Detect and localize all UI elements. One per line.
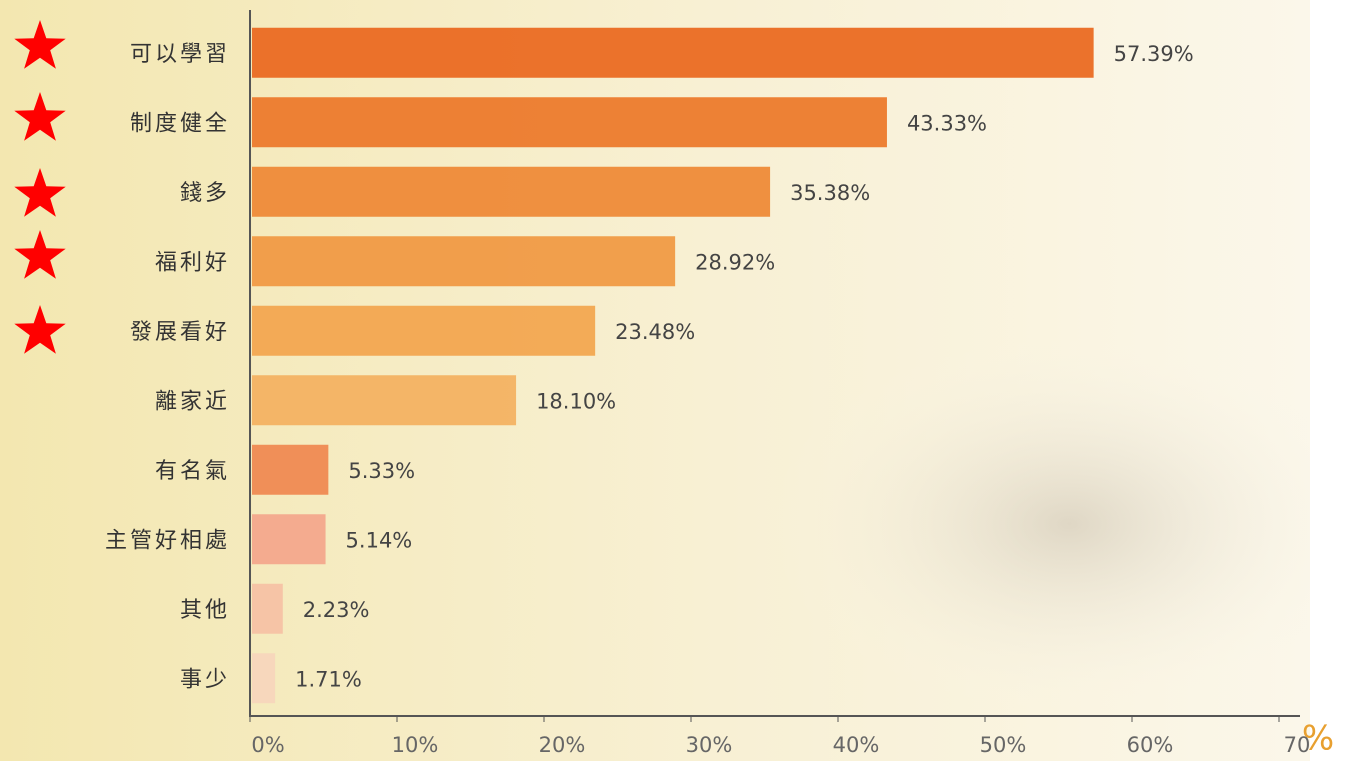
value-label: 18.10%	[536, 389, 616, 413]
bar	[252, 306, 595, 356]
value-label: 57.39%	[1114, 42, 1194, 66]
x-tick-label: 20%	[539, 733, 586, 757]
bar	[252, 167, 770, 217]
value-label: 2.23%	[303, 598, 370, 622]
category-label: 福利好	[155, 250, 230, 275]
value-label: 35.38%	[790, 181, 870, 205]
bar	[252, 514, 326, 564]
category-label: 有名氣	[155, 459, 230, 484]
value-label: 5.14%	[346, 528, 413, 552]
bar	[252, 28, 1094, 78]
bar	[252, 445, 328, 495]
value-label: 5.33%	[348, 459, 415, 483]
bar	[252, 97, 887, 147]
x-tick-label: 70	[1284, 733, 1311, 757]
category-label: 發展看好	[130, 320, 230, 345]
x-tick-label: 40%	[833, 733, 880, 757]
value-label: 28.92%	[695, 250, 775, 274]
bar	[252, 236, 675, 286]
category-label: 其他	[180, 598, 230, 623]
category-label: 主管好相處	[105, 528, 230, 553]
x-tick-label: 50%	[980, 733, 1027, 757]
x-tick-label: 10%	[392, 733, 439, 757]
category-label: 離家近	[155, 389, 230, 414]
category-label: 可以學習	[130, 42, 230, 67]
x-tick-label: 0%	[251, 733, 284, 757]
category-label: 事少	[180, 667, 230, 692]
x-tick-label: 30%	[686, 733, 733, 757]
value-label: 1.71%	[295, 667, 362, 691]
bar	[252, 584, 283, 634]
x-tick-label: 60%	[1127, 733, 1174, 757]
category-label: 制度健全	[130, 111, 230, 136]
value-label: 43.33%	[907, 111, 987, 135]
bar	[252, 375, 516, 425]
bar	[252, 653, 275, 703]
category-label: 錢多	[180, 181, 230, 206]
chart: % 0%10%20%30%40%50%60%7057.39%可以學習43.33%…	[0, 0, 1350, 761]
value-label: 23.48%	[615, 320, 695, 344]
